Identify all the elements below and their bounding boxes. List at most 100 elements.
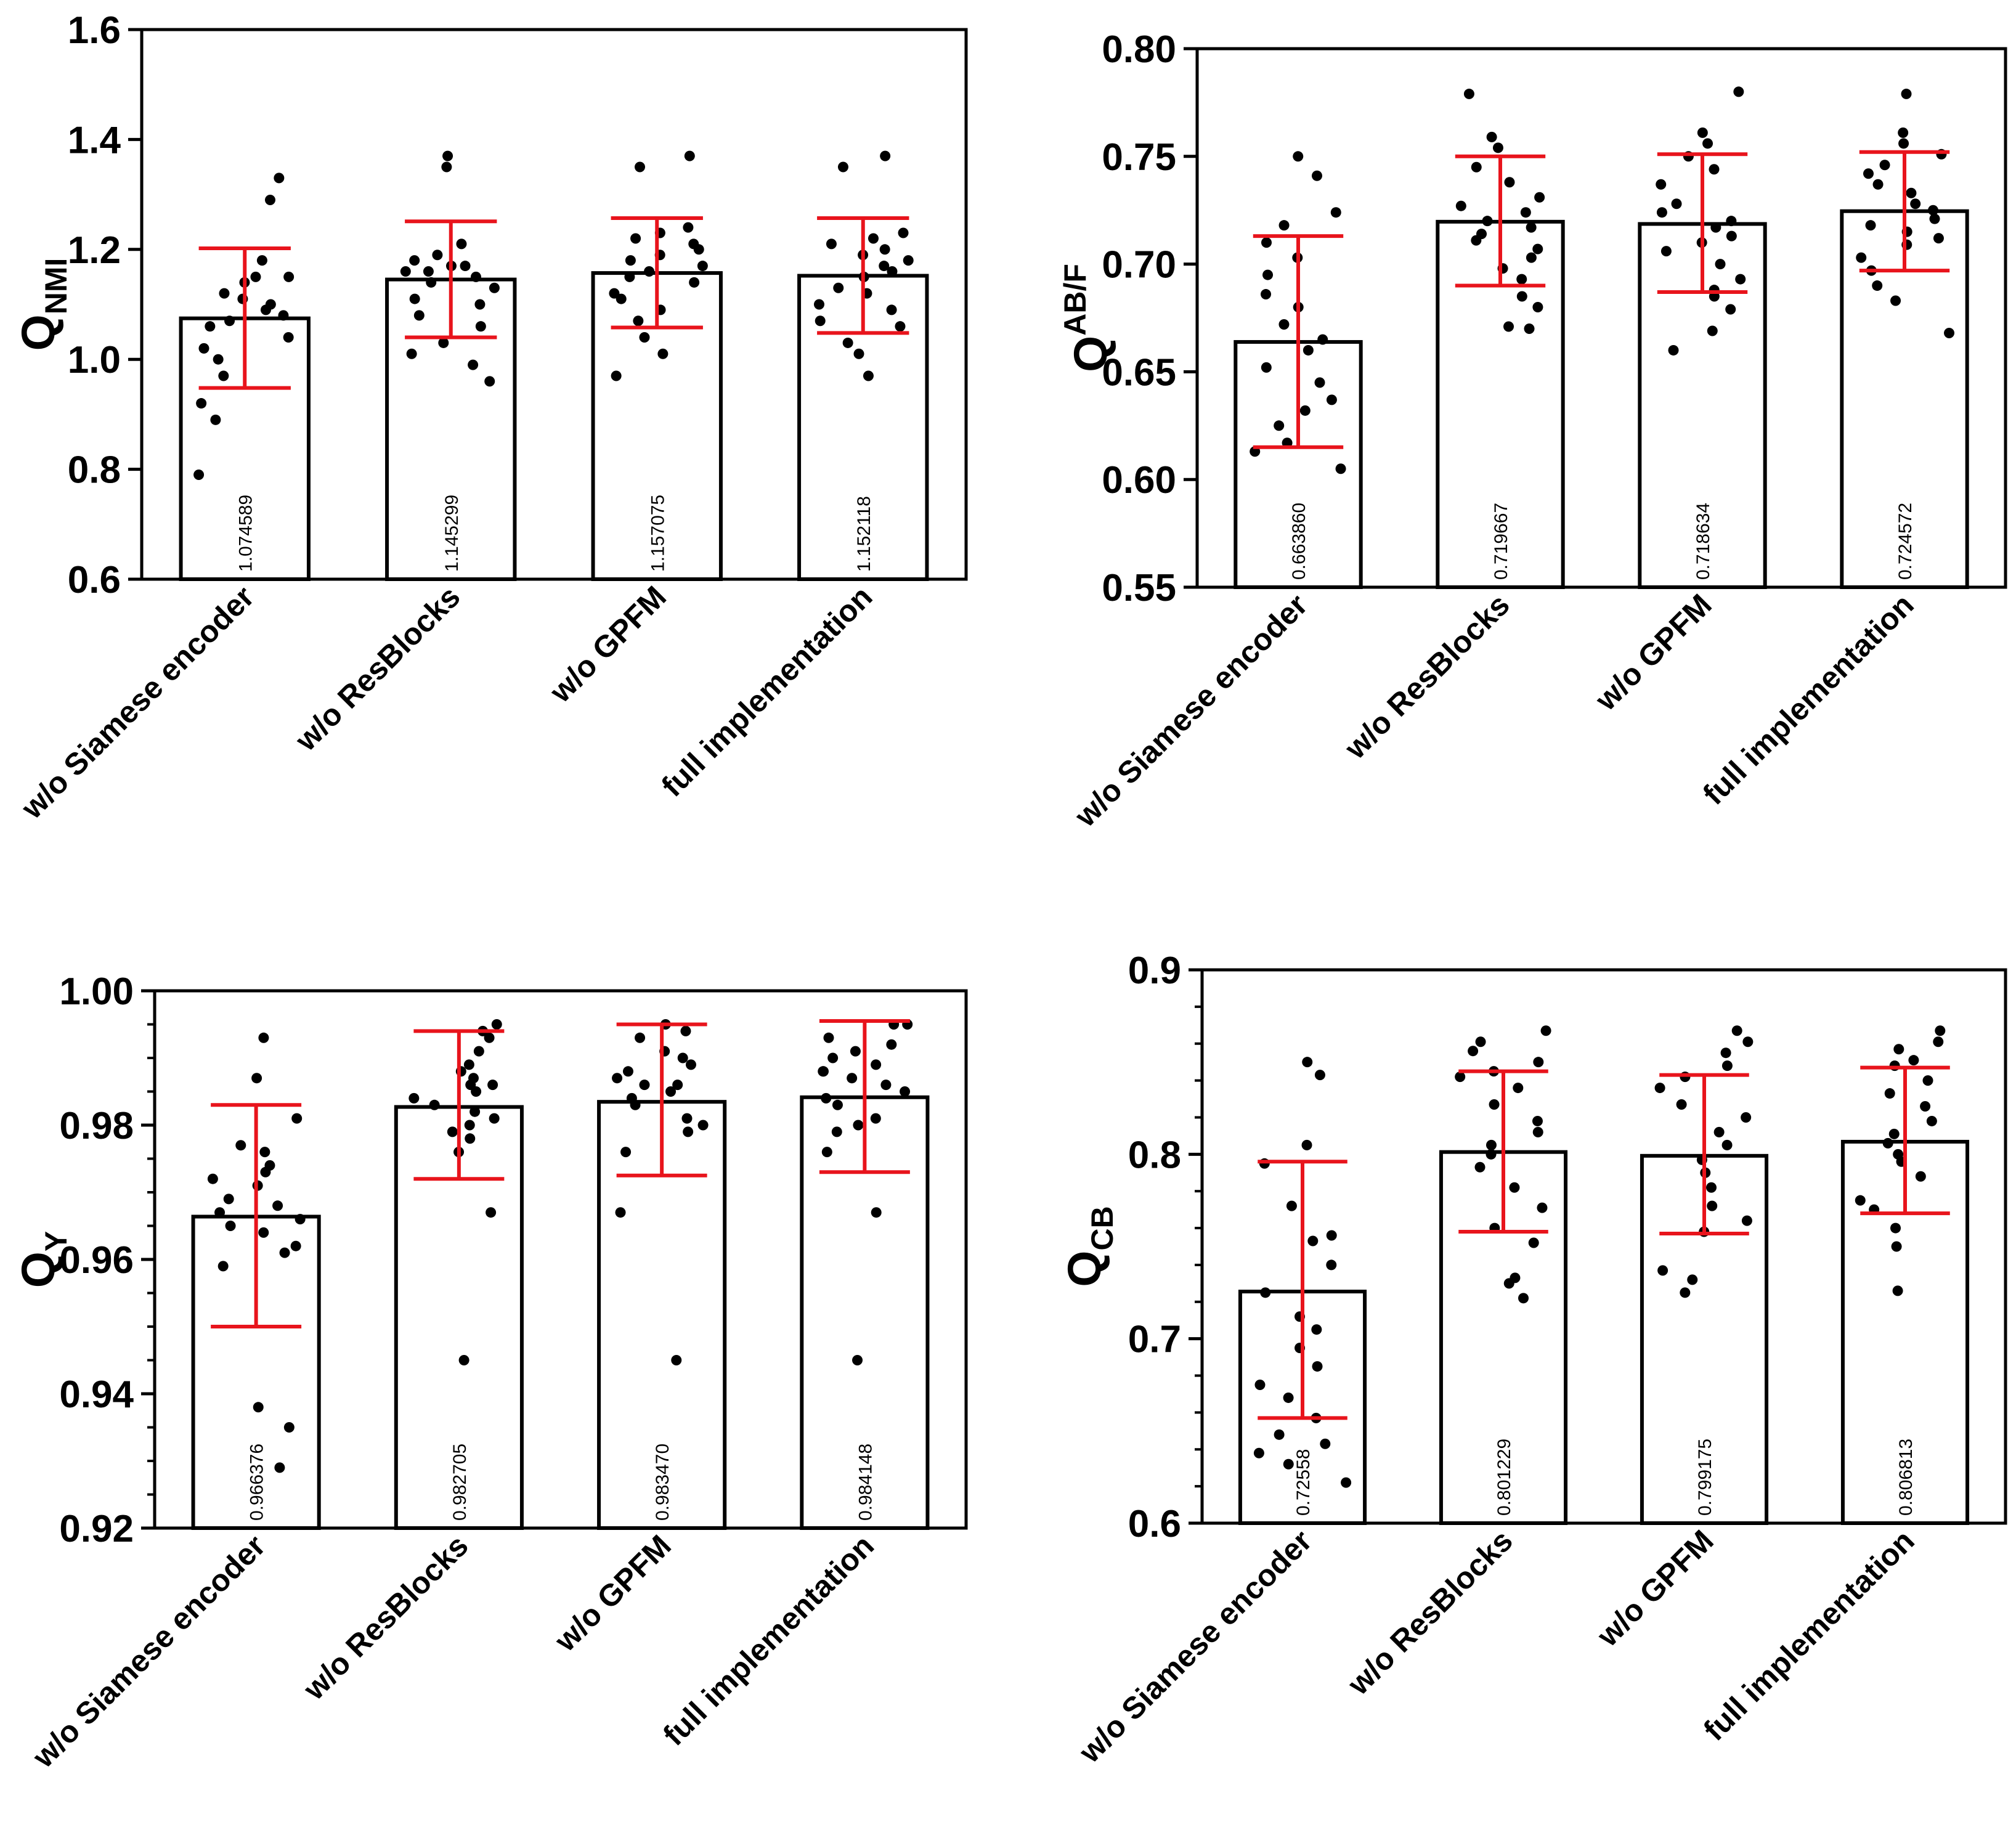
data-point (1526, 222, 1537, 233)
data-point (1518, 1293, 1529, 1304)
data-point (218, 370, 229, 381)
data-point (1303, 344, 1314, 356)
data-point (219, 288, 230, 299)
data-point (1474, 1161, 1486, 1173)
data-point (256, 255, 267, 266)
bar-value-label: 0.718634 (1693, 503, 1713, 580)
data-point (223, 1194, 234, 1205)
data-point (283, 271, 295, 282)
data-point (688, 238, 699, 250)
data-point (863, 370, 874, 381)
data-point (1455, 1072, 1466, 1083)
x-category-label: w/o ResBlocks (1338, 587, 1516, 766)
data-point (265, 299, 276, 310)
data-point (1341, 1477, 1352, 1488)
data-point (1726, 230, 1737, 242)
data-point (426, 277, 437, 288)
data-point (1687, 1274, 1698, 1285)
data-point (853, 348, 864, 359)
data-point (1731, 1025, 1742, 1036)
data-point (470, 271, 481, 282)
data-point (489, 1113, 500, 1124)
data-point (258, 1227, 269, 1238)
data-point (868, 233, 879, 244)
data-point (1660, 246, 1672, 257)
data-point (898, 227, 909, 238)
data-point (1311, 1324, 1322, 1335)
data-point (880, 150, 891, 161)
data-point (615, 1207, 626, 1218)
data-point (1893, 1149, 1904, 1160)
data-point (1312, 1361, 1323, 1372)
x-category-label: w/o GPFM (548, 1528, 678, 1658)
data-point (210, 414, 221, 425)
y-tick-label: 1.2 (68, 229, 121, 272)
data-point (423, 266, 434, 277)
data-point (1532, 243, 1543, 254)
data-point (826, 238, 837, 250)
data-point (886, 1039, 897, 1050)
data-point (1503, 321, 1514, 332)
data-point (681, 1113, 693, 1124)
data-point (474, 299, 486, 310)
data-point (1317, 334, 1328, 345)
y-tick-label: 0.75 (1102, 136, 1176, 179)
y-tick-label: 0.92 (59, 1508, 134, 1550)
data-point (1706, 1182, 1717, 1193)
data-point (1891, 1241, 1902, 1252)
data-point (1898, 138, 1909, 149)
data-point (279, 1247, 290, 1258)
bar-value-label: 1.074589 (235, 495, 256, 572)
data-point (1286, 1200, 1297, 1211)
data-point (1879, 160, 1890, 171)
data-point (1475, 1036, 1486, 1047)
data-point (1253, 1447, 1264, 1458)
data-point (622, 1066, 633, 1077)
y-axis-label: QNMI (12, 258, 73, 351)
data-point (409, 293, 420, 304)
data-point (1927, 205, 1938, 216)
data-point (671, 1355, 682, 1365)
data-point (1260, 1287, 1271, 1298)
bar-value-label: 0.983470 (652, 1444, 673, 1521)
data-point (295, 1214, 306, 1225)
data-point (683, 222, 694, 233)
data-point (1492, 142, 1503, 153)
bar-value-label: 0.984148 (855, 1444, 876, 1521)
data-point (821, 1147, 832, 1158)
data-point (400, 266, 411, 277)
data-point (1254, 1380, 1266, 1390)
data-point (1935, 1025, 1946, 1036)
data-point (259, 1147, 270, 1158)
plot-frame (1195, 47, 2007, 589)
x-category-label: w/o GPFM (1590, 1523, 1720, 1653)
y-tick-label: 0.6 (68, 559, 121, 601)
data-point (620, 1147, 632, 1158)
data-point (1278, 220, 1290, 231)
data-point (213, 354, 224, 365)
data-point (1926, 1115, 1937, 1126)
data-point (413, 310, 425, 321)
data-point (1532, 1115, 1543, 1126)
data-point (489, 282, 500, 293)
data-point (815, 315, 826, 327)
y-tick-label: 0.7 (1128, 1319, 1181, 1361)
data-point (196, 398, 207, 409)
bar-value-label: 0.801229 (1494, 1439, 1514, 1516)
data-point (291, 1113, 303, 1124)
data-point (463, 1059, 474, 1070)
data-point (1702, 138, 1713, 149)
x-category-label: w/o GPFM (543, 579, 673, 709)
data-point (1476, 229, 1487, 240)
data-point (831, 1126, 842, 1137)
data-point (1715, 259, 1726, 270)
x-category-label: w/o Siamese encoder (1072, 1523, 1319, 1770)
data-point (1532, 302, 1543, 313)
data-point (880, 1080, 892, 1091)
data-point (1863, 168, 1874, 179)
data-point (813, 299, 824, 310)
data-point (1326, 1259, 1337, 1271)
data-point (491, 1019, 502, 1030)
data-point (264, 1160, 275, 1171)
data-point (1725, 304, 1736, 315)
